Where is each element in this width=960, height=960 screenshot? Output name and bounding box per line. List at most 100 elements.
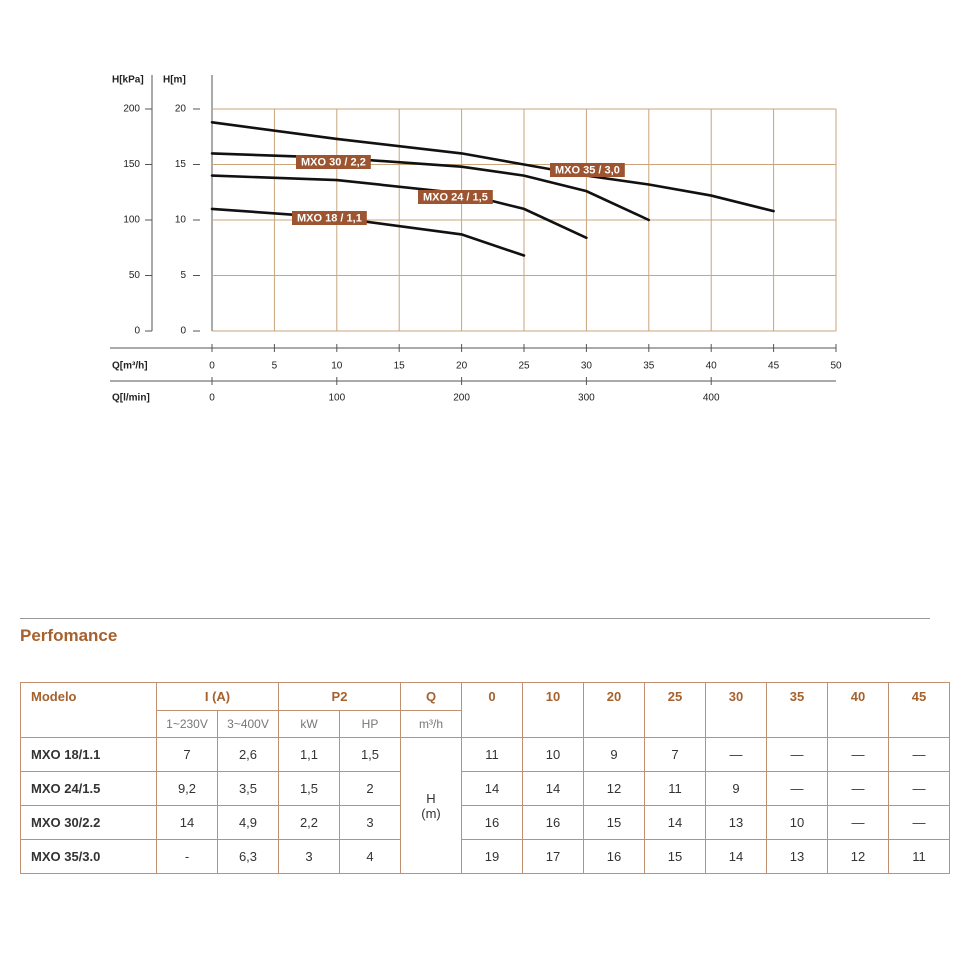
x2-axis-title: Q[l/min] (112, 393, 150, 404)
table-cell: 16 (583, 839, 645, 874)
y-tick-label: 10 (175, 215, 187, 226)
x-tick-label: 10 (331, 361, 343, 372)
table-cell: — (827, 771, 889, 806)
divider (20, 618, 930, 619)
table-cell: — (705, 737, 767, 772)
table-cell: 40 (827, 682, 889, 738)
x2-tick-label: 100 (328, 393, 345, 404)
x2-tick-label: 0 (209, 393, 215, 404)
table-cell: — (827, 805, 889, 840)
table-cell: 15 (583, 805, 645, 840)
x-tick-label: 25 (518, 361, 530, 372)
table-cell: — (888, 771, 950, 806)
x-tick-label: 30 (581, 361, 593, 372)
x-tick-label: 35 (643, 361, 655, 372)
table-cell: — (888, 737, 950, 772)
x-tick-label: 5 (272, 361, 278, 372)
table-cell: 10 (522, 682, 584, 738)
table-cell: 2,2 (278, 805, 340, 840)
y-tick-label: 0 (180, 326, 186, 337)
y-axis-title: H[m] (163, 75, 186, 86)
table-cell: — (766, 737, 828, 772)
table-cell: HP (339, 710, 401, 738)
curve (210, 207, 526, 257)
table-cell: m³/h (400, 710, 462, 738)
table-cell: 4,9 (217, 805, 279, 840)
table-cell: 14 (461, 771, 523, 806)
table-cell: 14 (156, 805, 218, 840)
table-cell: 30 (705, 682, 767, 738)
y-tick-label: 5 (180, 270, 186, 281)
table-cell: 2,6 (217, 737, 279, 772)
table-cell: I (A) (156, 682, 279, 711)
x-tick-label: 15 (394, 361, 406, 372)
h-label: H (426, 790, 436, 806)
table-cell: — (766, 771, 828, 806)
performance-table: Modelo I (A) P2 Q 0 10 20 25 30 35 40 45 1~230V 3~400… (20, 682, 950, 874)
y2-tick-label: 50 (129, 270, 141, 281)
table-cell: 17 (522, 839, 584, 874)
table-cell: MXO 30/2.2 (20, 805, 157, 840)
table-cell: 14 (522, 771, 584, 806)
table-cell: 7 (156, 737, 218, 772)
label-text: MXO 18 / 1,1 (297, 212, 362, 224)
x2-tick-label: 200 (453, 393, 470, 404)
table-cell: 4 (339, 839, 401, 874)
table-cell: MXO 18/1.1 (20, 737, 157, 772)
table-cell: 11 (461, 737, 523, 772)
section-title: Perfomance (20, 626, 118, 645)
x-tick-label: 40 (706, 361, 718, 372)
y2-tick-label: 150 (123, 159, 140, 170)
table-cell: 10 (766, 805, 828, 840)
table-cell: 35 (766, 682, 828, 738)
table-cell: 12 (583, 771, 645, 806)
table-cell: 9 (705, 771, 767, 806)
table-row: MXO 18/1.1 7 2,6 1,1 1,5 H (m) 11 10 9 7— — — — (20, 737, 950, 874)
table-row: 1~230V 3~400V kW HP m³/h (21, 710, 950, 738)
table-cell: 11 (888, 839, 950, 874)
x-tick-label: 20 (456, 361, 468, 372)
table-cell: 12 (827, 839, 889, 874)
x2-tick-label: 400 (703, 393, 720, 404)
table-cell: MXO 24/1.5 (20, 771, 157, 806)
table-cell: 1,1 (278, 737, 340, 772)
table-cell: 1,5 (278, 771, 340, 806)
label-box (292, 211, 367, 225)
table-cell: 3,5 (217, 771, 279, 806)
table-cell: 45 (888, 682, 950, 738)
label-text: MXO 35 / 3,0 (555, 164, 620, 176)
table-cell: 7 (644, 737, 706, 772)
curve-label: MXO 18 / 1,1 (292, 211, 367, 225)
table-cell: 16 (522, 805, 584, 840)
x-tick-label: 45 (768, 361, 780, 372)
table-cell: 9 (583, 737, 645, 772)
table-row: MXO 30/2.2 14 4,9 2,2 3 16 16 15 14 13 10— — (20, 805, 950, 840)
table-cell: 10 (522, 737, 584, 772)
table-cell: 25 (644, 682, 706, 738)
table-cell: 1~230V (156, 710, 218, 738)
table-cell: 15 (644, 839, 706, 874)
table-cell: 3 (278, 839, 340, 874)
label-text: MXO 30 / 2,2 (301, 156, 366, 168)
y2-axis-title: H[kPa] (112, 75, 144, 86)
h-label: (m) (421, 805, 441, 821)
chart: H[kPa] H[m] Q[m³/h] Q[l/min] 05101520050… (110, 75, 842, 404)
table-cell: 20 (583, 682, 645, 738)
curve-label: MXO 35 / 3,0 (550, 163, 625, 177)
label-box (296, 155, 371, 169)
x2-tick-label: 300 (578, 393, 595, 404)
table-cell: 14 (705, 839, 767, 874)
label-box (550, 163, 625, 177)
table-cell: 3 (339, 805, 401, 840)
table-cell: Modelo (20, 682, 157, 738)
x-tick-label: 50 (830, 361, 842, 372)
table-cell: 0 (461, 682, 523, 738)
table-cell: 14 (644, 805, 706, 840)
table-cell: Q (400, 682, 462, 711)
y2-tick-label: 0 (134, 326, 140, 337)
table-cell: — (827, 737, 889, 772)
table-cell: kW (278, 710, 340, 738)
curve-label: MXO 30 / 2,2 (296, 155, 371, 169)
y-tick-label: 15 (175, 159, 187, 170)
table-cell: 11 (644, 771, 706, 806)
